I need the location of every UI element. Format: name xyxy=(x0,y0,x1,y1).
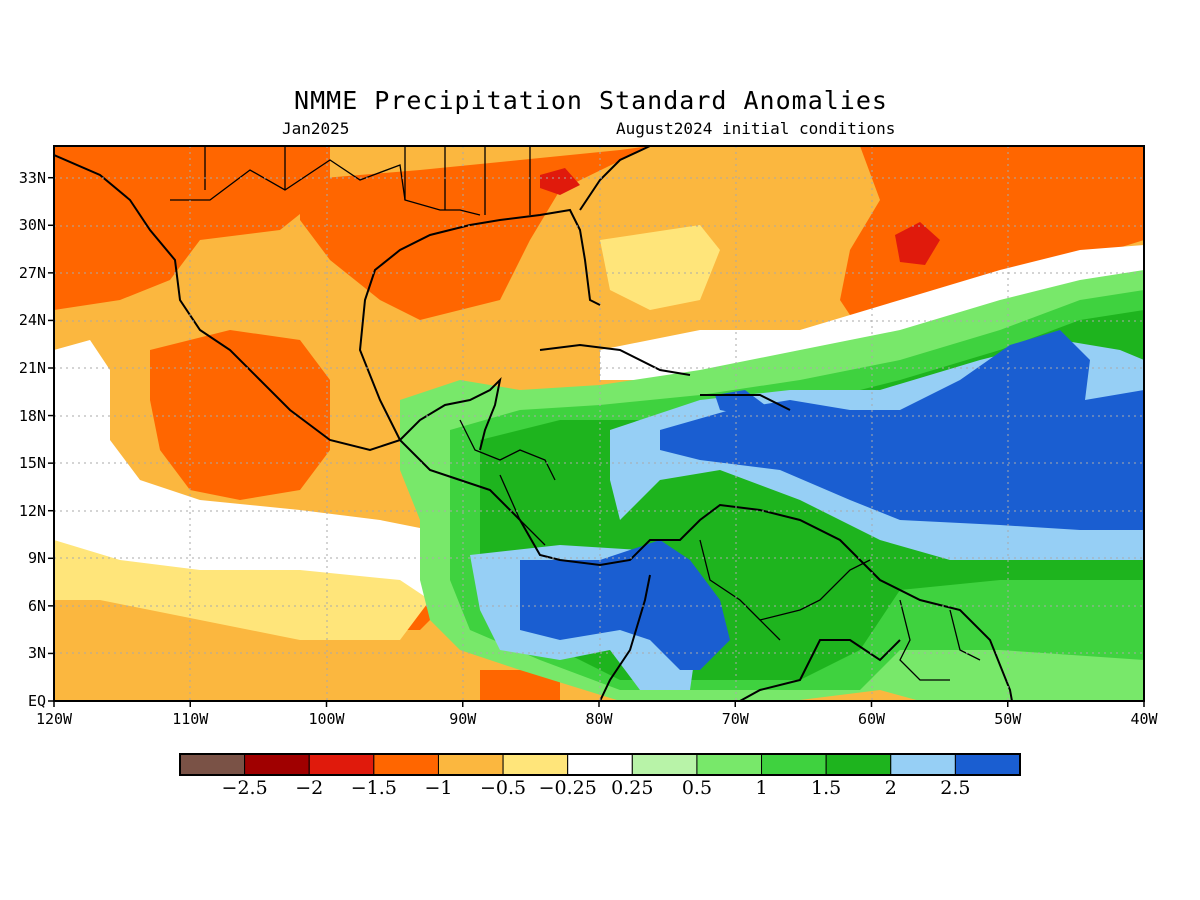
colorbar xyxy=(179,753,1021,776)
lat-label: 6N xyxy=(27,596,46,615)
colorbar-label: 0.25 xyxy=(611,777,654,799)
lat-label: 9N xyxy=(27,549,46,568)
colorbar-label: −2.5 xyxy=(221,777,268,799)
coastlines xyxy=(54,146,1013,701)
chart-title: NMME Precipitation Standard Anomalies xyxy=(294,86,888,115)
field-orange-atlantic xyxy=(840,146,1144,330)
colorbar-label: 2 xyxy=(884,777,897,799)
lat-label: 30N xyxy=(18,216,46,235)
forecast-month: Jan2025 xyxy=(282,119,350,138)
lat-label: 33N xyxy=(18,168,46,187)
colorbar-swatch xyxy=(696,753,763,776)
colorbar-label: 2.5 xyxy=(940,777,971,799)
colorbar-swatch xyxy=(179,753,246,776)
lon-label: 90W xyxy=(449,710,477,728)
colorbar-swatch xyxy=(954,753,1021,776)
initial-conditions: August2024 initial conditions xyxy=(616,119,896,138)
lat-label: 12N xyxy=(18,501,46,520)
axis-ticks xyxy=(48,176,1145,707)
colorbar-label: −0.5 xyxy=(479,777,527,799)
lat-label: 21N xyxy=(18,359,46,377)
colorbar-swatch xyxy=(373,753,439,776)
lon-label: 110W xyxy=(172,710,209,728)
colorbar-swatch xyxy=(437,753,504,776)
field-red-ga xyxy=(540,168,580,195)
field-orange-mexico xyxy=(150,330,330,500)
field-orange-north xyxy=(54,146,330,310)
colorbar-frame xyxy=(179,753,1021,776)
field-red-atlantic xyxy=(895,222,940,265)
colorbar-swatch xyxy=(567,753,633,776)
field-darkblue-hispaniola xyxy=(715,390,765,415)
lon-label: 50W xyxy=(994,710,1022,728)
colorbar-label: 1 xyxy=(755,777,768,799)
colorbar-label: 0.5 xyxy=(681,777,713,799)
field-orange-pacific-south xyxy=(480,670,560,701)
colorbar-swatch xyxy=(631,753,698,776)
anomaly-field xyxy=(54,146,1144,701)
colorbar-swatch xyxy=(502,753,569,776)
field-yellow-bahamas xyxy=(600,225,720,310)
colorbar-swatch xyxy=(825,753,892,776)
lat-label: 18N xyxy=(18,406,46,425)
lon-label: 100W xyxy=(308,710,345,728)
colorbar-label: −1.5 xyxy=(350,777,397,799)
colorbar-swatch xyxy=(761,753,827,776)
lat-label: 27N xyxy=(18,263,46,282)
lon-label: 60W xyxy=(857,710,886,728)
lat-label: 3N xyxy=(27,644,46,663)
lat-label: EQ xyxy=(27,692,46,710)
colorbar-swatch xyxy=(308,753,375,776)
lat-label: 24N xyxy=(18,311,46,330)
field-white-band xyxy=(54,340,430,600)
lon-label: 80W xyxy=(585,710,613,728)
colorbar-swatch xyxy=(890,753,956,776)
colorbar-label: −0.25 xyxy=(538,777,597,799)
field-orange-gulf xyxy=(300,146,650,320)
field-darkblue-colombia xyxy=(520,540,730,670)
lon-label: 40W xyxy=(1130,710,1158,728)
colorbar-label: −2 xyxy=(295,777,324,799)
colorbar-label: 1.5 xyxy=(811,777,842,799)
colorbar-label: −1 xyxy=(424,777,453,799)
grid xyxy=(54,146,1144,701)
field-darkblue-caribbean xyxy=(660,330,1144,530)
lat-label: 15N xyxy=(18,454,46,473)
colorbar-swatch xyxy=(244,753,310,776)
lon-label: 70W xyxy=(721,710,749,728)
lon-label: 120W xyxy=(35,710,73,728)
